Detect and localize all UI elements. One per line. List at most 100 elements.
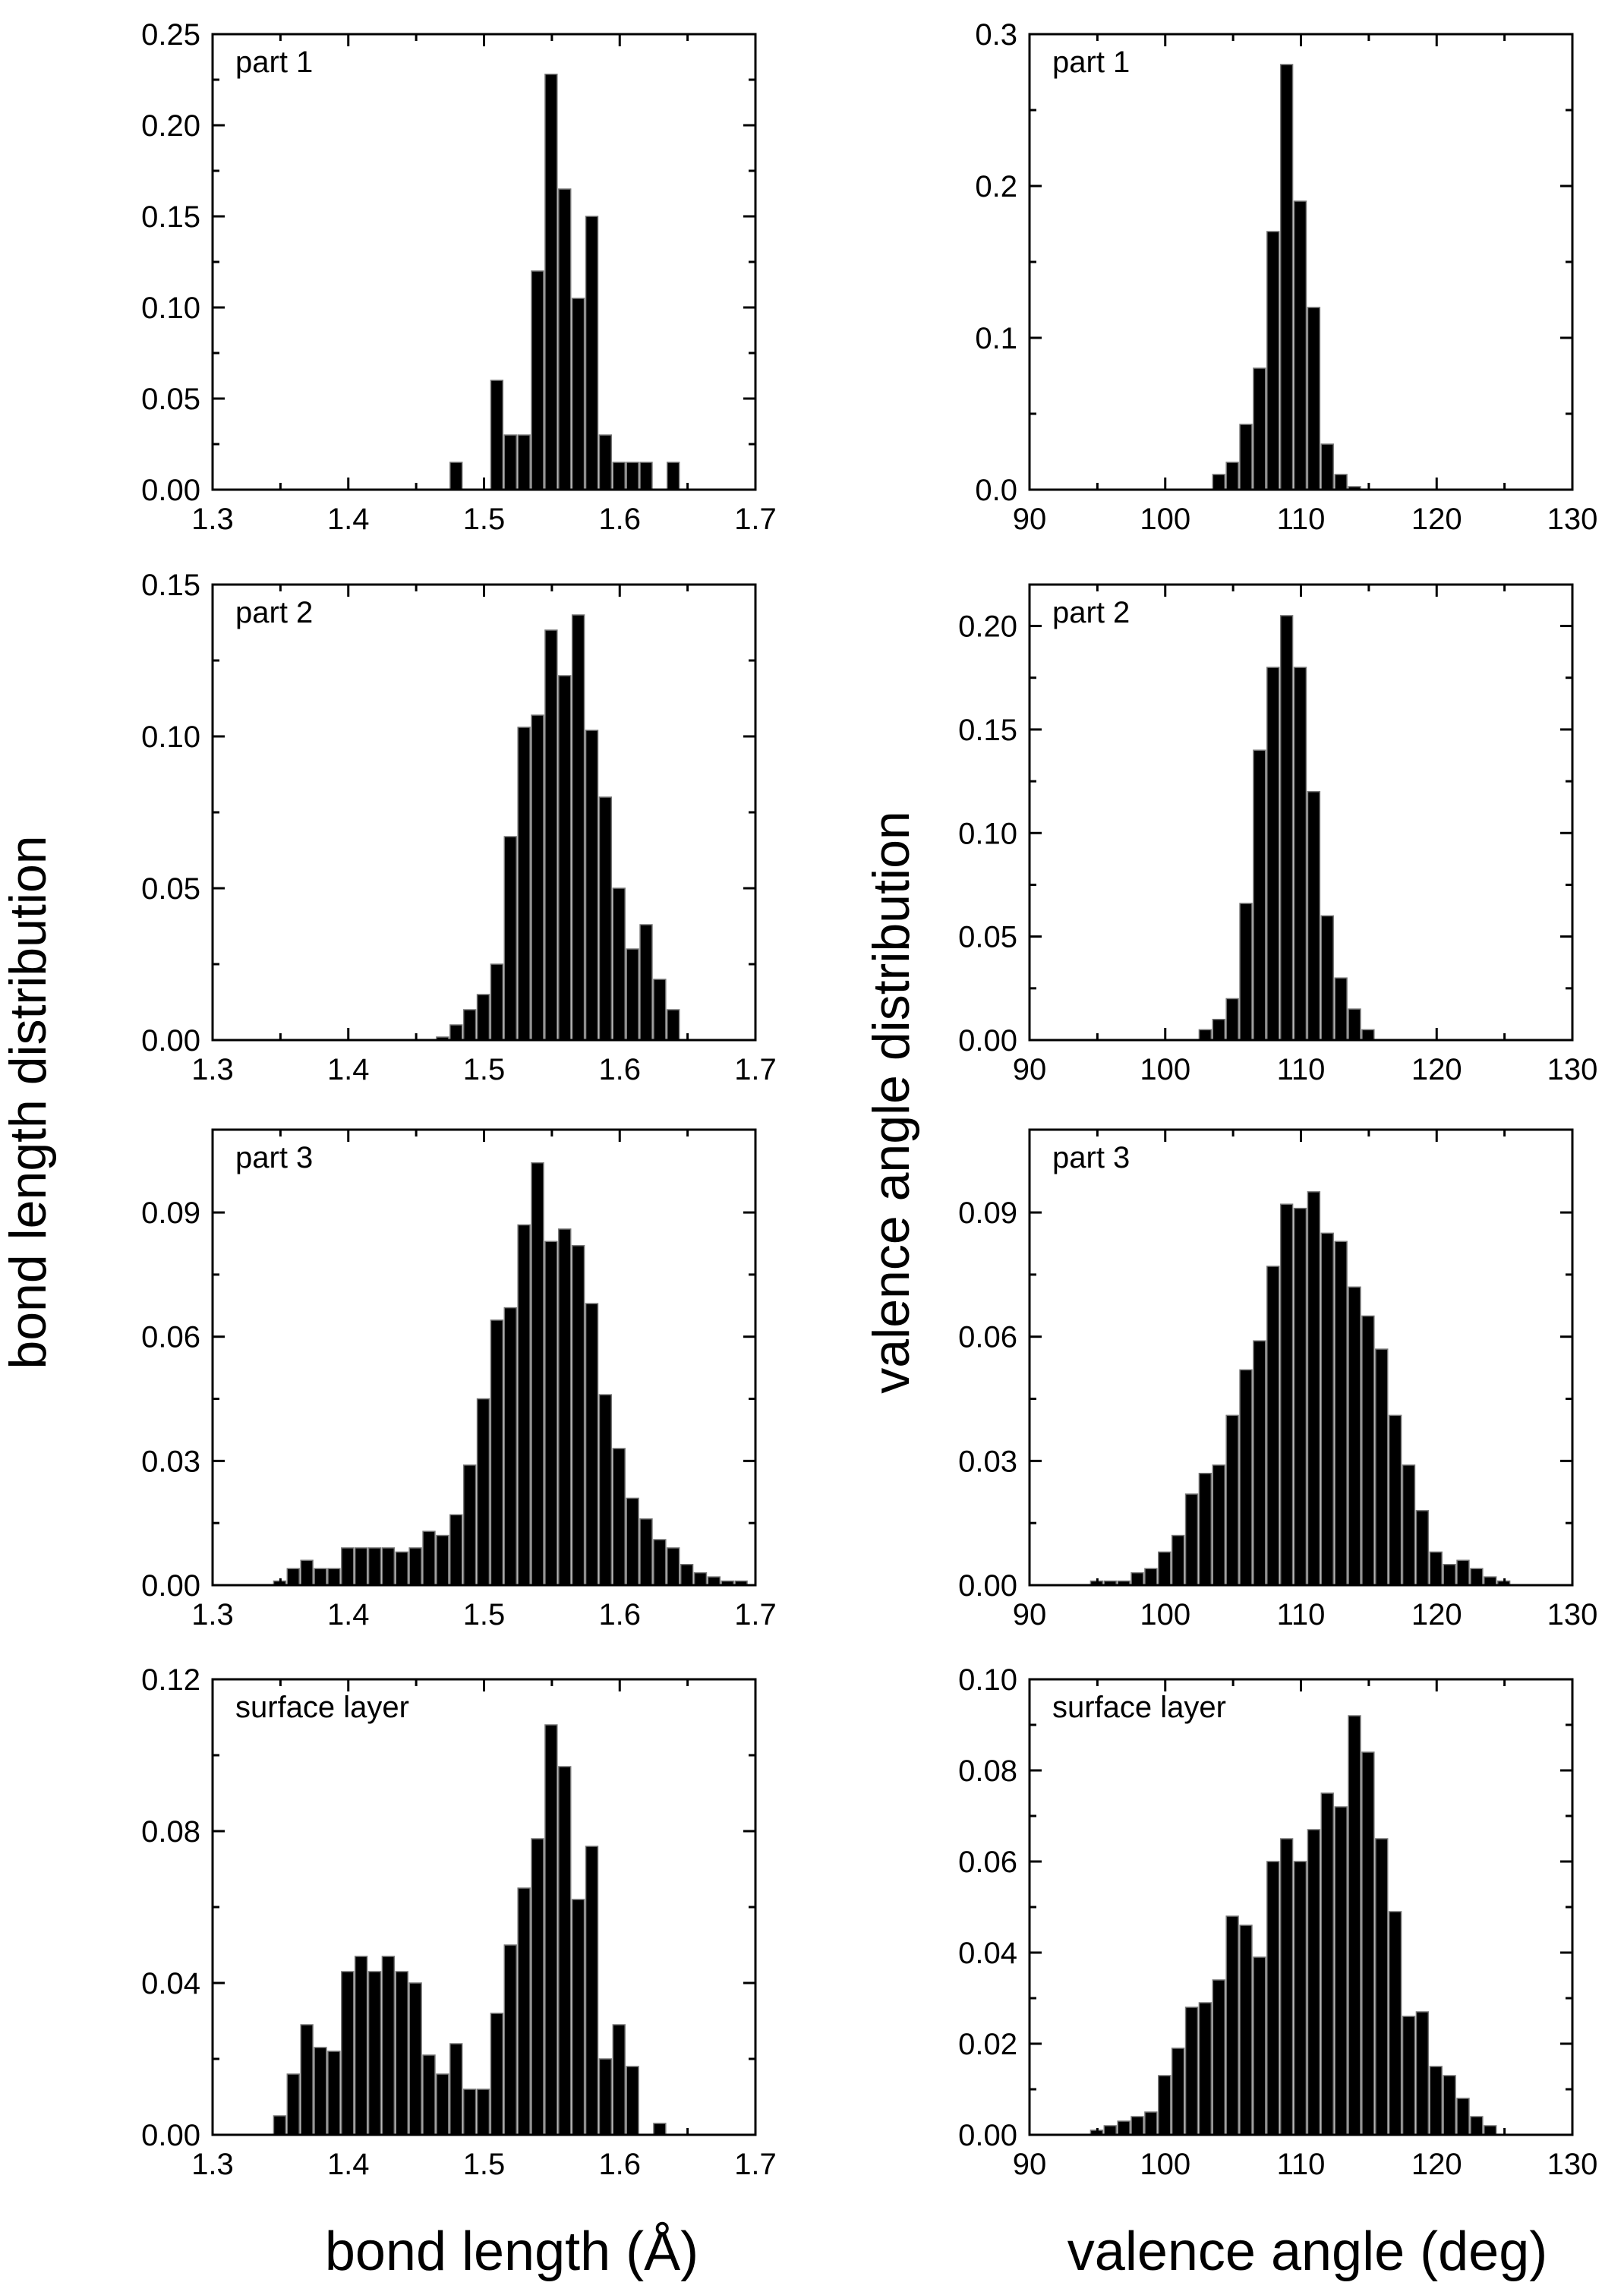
y-tick-label: 0.00 bbox=[958, 1569, 1017, 1603]
y-tick-label: 0.03 bbox=[141, 1445, 200, 1478]
histogram-bar bbox=[286, 1568, 300, 1586]
histogram-bar bbox=[1253, 749, 1266, 1041]
histogram-bar bbox=[1307, 307, 1321, 490]
histogram-bar bbox=[544, 74, 558, 490]
histogram-bar bbox=[571, 1899, 585, 2136]
histogram-bar bbox=[653, 1539, 667, 1586]
x-tick-label: 110 bbox=[1277, 503, 1326, 536]
y-tick-label: 0.08 bbox=[958, 1754, 1017, 1788]
histogram-bar bbox=[531, 1838, 544, 2136]
histogram-bar bbox=[1348, 1008, 1361, 1041]
histogram-bar bbox=[1348, 1286, 1361, 1586]
histogram-bar bbox=[693, 1572, 708, 1586]
right-x-axis-title: valence angle (deg) bbox=[1067, 2221, 1547, 2282]
x-tick-label: 1.3 bbox=[191, 503, 234, 536]
histogram-bar bbox=[585, 730, 599, 1041]
histogram-bar bbox=[517, 1887, 531, 2136]
histogram-bar bbox=[571, 1244, 585, 1586]
histogram-bar bbox=[1212, 1979, 1225, 2136]
histogram-bar bbox=[1266, 231, 1280, 490]
x-tick-label: 120 bbox=[1411, 2148, 1462, 2181]
histogram-bar bbox=[354, 1956, 368, 2136]
x-tick-label: 1.3 bbox=[191, 1598, 234, 1631]
histogram-bar bbox=[598, 2058, 613, 2136]
y-tick-label: 0.00 bbox=[141, 1024, 200, 1058]
histogram-bar bbox=[327, 2051, 341, 2136]
histogram-bar bbox=[544, 1240, 558, 1586]
histogram-bar bbox=[286, 2073, 300, 2136]
histogram-bar bbox=[544, 1724, 558, 2136]
histogram-bar bbox=[1415, 1510, 1430, 1586]
histogram-bar bbox=[462, 2089, 477, 2136]
panel-label: part 1 bbox=[1052, 46, 1130, 79]
x-tick-label: 130 bbox=[1547, 1053, 1598, 1086]
x-tick-label: 90 bbox=[1013, 1598, 1047, 1631]
right-y-axis-title: valence angle distribution bbox=[862, 811, 920, 1393]
y-tick-label: 0.08 bbox=[141, 1815, 200, 1849]
histogram-bar bbox=[1253, 367, 1266, 490]
left-x-axis-title: bond length (Å) bbox=[325, 2221, 698, 2282]
histogram-bar bbox=[1456, 2098, 1470, 2136]
x-tick-label: 100 bbox=[1140, 1053, 1190, 1086]
histogram-bar bbox=[300, 1559, 314, 1586]
y-tick-label: 0.3 bbox=[975, 18, 1017, 52]
histogram-bar bbox=[422, 1531, 436, 1586]
x-tick-label: 1.5 bbox=[463, 2148, 506, 2181]
histogram-bar bbox=[626, 1497, 639, 1586]
y-tick-label: 0.00 bbox=[958, 1024, 1017, 1058]
x-tick-label: 130 bbox=[1547, 2148, 1598, 2181]
x-tick-label: 130 bbox=[1547, 1598, 1598, 1631]
histogram-bar bbox=[1334, 1806, 1348, 2136]
histogram-bar bbox=[381, 1956, 396, 2136]
histogram-bar bbox=[1334, 1240, 1348, 1586]
histogram-bar bbox=[490, 963, 504, 1041]
histogram-bar bbox=[1266, 667, 1280, 1041]
histogram-bar bbox=[327, 1568, 341, 1586]
y-tick-label: 0.09 bbox=[141, 1196, 200, 1230]
histogram-bar bbox=[639, 924, 653, 1041]
histogram-bar bbox=[408, 1982, 422, 2136]
y-tick-label: 0.05 bbox=[141, 872, 200, 906]
histogram-bar bbox=[1320, 1792, 1334, 2136]
panel-angle-part3: 90 100 110 120 130 0.00 0.03 0.06 0.09 part 3 bbox=[958, 1128, 1598, 1631]
histogram-bar bbox=[1266, 1861, 1280, 2136]
histogram-bar bbox=[1279, 1838, 1294, 2136]
histogram-bar bbox=[612, 2024, 626, 2136]
panel-bond-part1: 1.3 1.4 1.5 1.6 1.7 0.00 0.05 0.10 0.15 0.20 0.25 p… bbox=[141, 18, 777, 536]
histogram-bar bbox=[653, 979, 667, 1041]
y-tick-label: 0.15 bbox=[958, 714, 1017, 747]
y-tick-label: 0.10 bbox=[958, 1663, 1017, 1697]
histogram-bar bbox=[585, 1303, 599, 1586]
histogram-bar bbox=[585, 216, 599, 490]
histogram-bar bbox=[667, 1009, 680, 1041]
histogram-bar bbox=[1198, 1029, 1212, 1041]
histogram-bar bbox=[667, 1547, 680, 1586]
histogram-bar bbox=[531, 714, 544, 1041]
histogram-bar bbox=[1307, 1191, 1321, 1586]
histogram-bar bbox=[1198, 2002, 1212, 2136]
histogram-bar bbox=[462, 1009, 477, 1041]
histogram-bar bbox=[1184, 2007, 1199, 2136]
histogram-bar bbox=[1144, 2111, 1158, 2136]
x-tick-label: 1.4 bbox=[327, 1053, 370, 1086]
histogram-bar bbox=[341, 1971, 355, 2136]
y-tick-label: 0.10 bbox=[958, 817, 1017, 850]
x-tick-label: 1.7 bbox=[734, 503, 777, 536]
histogram-bar bbox=[1239, 903, 1253, 1041]
y-tick-label: 0.0 bbox=[975, 474, 1017, 507]
histogram-bar bbox=[1184, 1493, 1199, 1586]
histogram-bar bbox=[462, 1464, 477, 1586]
histogram-bar bbox=[381, 1547, 396, 1586]
histogram-bar bbox=[612, 1448, 626, 1586]
panel-angle-surface: 90 100 110 120 130 0.00 0.02 0.04 0.06 0.08 0.10 su… bbox=[958, 1663, 1597, 2181]
histogram-bar bbox=[598, 796, 613, 1041]
histogram-bar bbox=[490, 380, 504, 490]
histogram-bar bbox=[544, 629, 558, 1041]
x-tick-label: 1.5 bbox=[463, 503, 506, 536]
histogram-bar bbox=[1130, 1572, 1144, 1586]
histogram-bar bbox=[1279, 64, 1294, 490]
histogram-bar bbox=[1388, 1414, 1402, 1586]
x-tick-label: 90 bbox=[1013, 1053, 1047, 1086]
histogram-bar bbox=[449, 1514, 463, 1586]
histogram-bar bbox=[490, 2013, 504, 2136]
